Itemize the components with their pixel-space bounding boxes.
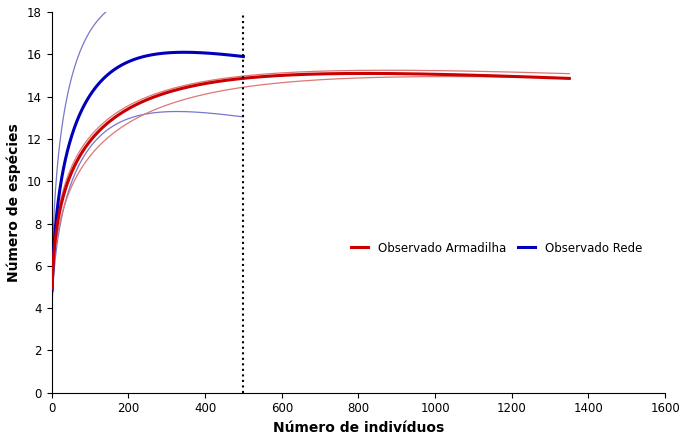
Y-axis label: Número de espécies: Número de espécies xyxy=(7,123,21,282)
Legend: Observado Armadilha, Observado Rede: Observado Armadilha, Observado Rede xyxy=(346,237,647,259)
X-axis label: Número de indivíduos: Número de indivíduos xyxy=(273,421,444,435)
